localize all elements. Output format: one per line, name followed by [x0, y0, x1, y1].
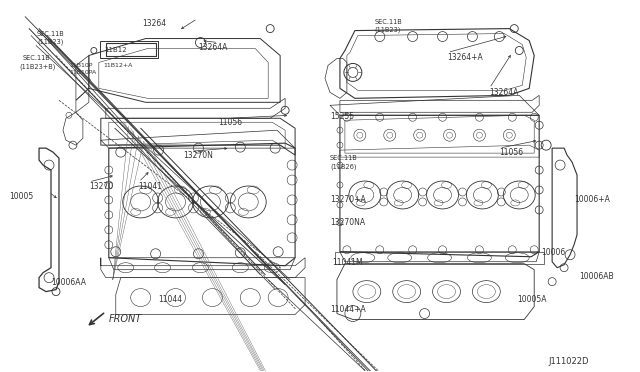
Text: 13264: 13264: [143, 19, 167, 28]
Text: 10005A: 10005A: [517, 295, 547, 304]
Text: FRONT: FRONT: [109, 314, 142, 324]
Text: 11B10P: 11B10P: [69, 64, 92, 68]
Text: 13270: 13270: [89, 182, 113, 191]
Text: 11044: 11044: [159, 295, 183, 304]
Text: 11041: 11041: [139, 182, 163, 191]
Text: 11056: 11056: [218, 118, 243, 127]
Text: 15255: 15255: [330, 112, 354, 121]
Text: 11B12: 11B12: [104, 46, 127, 52]
Text: (11B26): (11B26): [330, 163, 356, 170]
Text: (11B23+B): (11B23+B): [19, 64, 56, 70]
Text: 13270NA: 13270NA: [330, 218, 365, 227]
Text: (11B23): (11B23): [375, 26, 401, 33]
Text: 10006+A: 10006+A: [574, 195, 610, 204]
Text: (11B23): (11B23): [37, 39, 63, 45]
Text: J111022D: J111022D: [548, 357, 589, 366]
Text: SEC.11B: SEC.11B: [375, 19, 403, 25]
Text: SEC.11B: SEC.11B: [330, 155, 358, 161]
Text: 11B12+A: 11B12+A: [104, 64, 133, 68]
Text: SEC.11B: SEC.11B: [23, 55, 51, 61]
Text: 11056: 11056: [499, 148, 524, 157]
Text: 13264+A: 13264+A: [447, 52, 483, 61]
Text: SEC.11B: SEC.11B: [37, 31, 65, 36]
Text: 13270+A: 13270+A: [330, 195, 365, 204]
Text: 13264A: 13264A: [490, 89, 519, 97]
Text: 11044+A: 11044+A: [330, 305, 365, 314]
Text: 13264A: 13264A: [198, 42, 228, 52]
Text: 10006: 10006: [541, 248, 565, 257]
Text: 11041M: 11041M: [332, 258, 363, 267]
Text: 11B10PA: 11B10PA: [69, 70, 96, 76]
Text: 10006AB: 10006AB: [579, 272, 614, 281]
Text: 10006AA: 10006AA: [51, 278, 86, 287]
Text: 10005: 10005: [9, 192, 33, 201]
Text: 13270N: 13270N: [184, 151, 213, 160]
